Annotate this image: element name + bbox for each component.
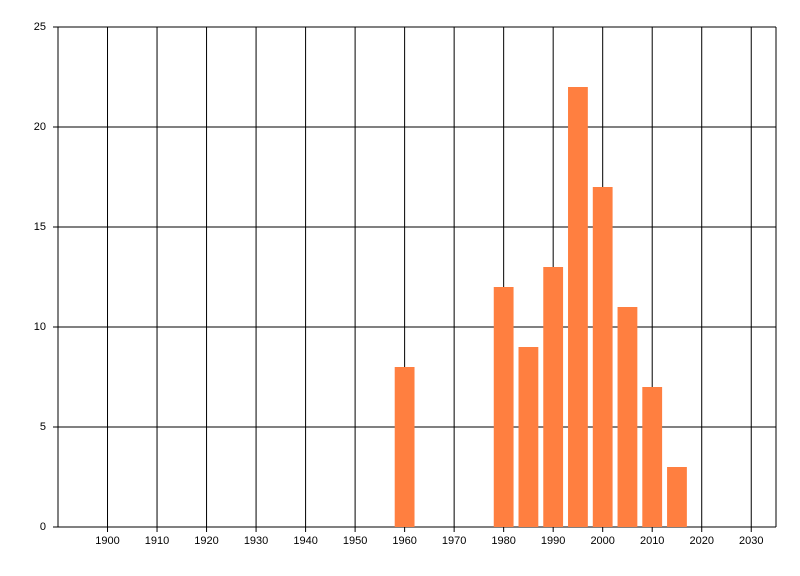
- x-tick-label: 1960: [392, 535, 416, 547]
- x-tick-label: 1920: [194, 535, 218, 547]
- y-tick-label: 0: [40, 521, 46, 533]
- x-tick-label: 2010: [640, 535, 664, 547]
- bar: [518, 347, 539, 527]
- y-tick-label: 25: [34, 21, 46, 33]
- x-tick-label: 2020: [689, 535, 713, 547]
- y-tick-label: 15: [34, 221, 46, 233]
- bar: [394, 367, 415, 527]
- x-tick-label: 1930: [244, 535, 268, 547]
- x-tick-label: 2030: [739, 535, 763, 547]
- y-tick-label: 10: [34, 321, 46, 333]
- x-tick-label: 2000: [590, 535, 614, 547]
- y-tick-label: 5: [40, 421, 46, 433]
- x-tick-label: 1990: [541, 535, 565, 547]
- bar: [667, 467, 687, 527]
- bar: [568, 87, 588, 527]
- x-tick-label: 1940: [293, 535, 317, 547]
- bar: [543, 267, 564, 527]
- bar: [642, 387, 663, 527]
- x-tick-label: 1980: [491, 535, 515, 547]
- x-tick-label: 1900: [95, 535, 119, 547]
- bar: [592, 187, 613, 527]
- x-tick-label: 1970: [442, 535, 466, 547]
- y-tick-label: 20: [34, 121, 46, 133]
- bar: [617, 307, 638, 527]
- bar: [493, 287, 514, 527]
- x-tick-label: 1950: [343, 535, 367, 547]
- x-tick-label: 1910: [145, 535, 169, 547]
